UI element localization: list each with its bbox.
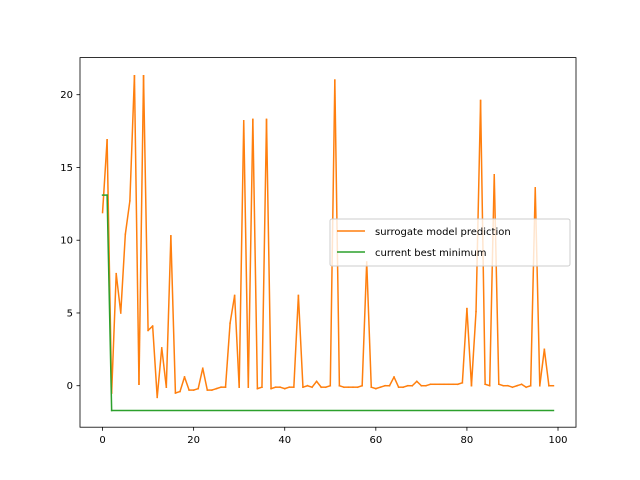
series-0-segment — [229, 294, 236, 325]
legend-box — [329, 218, 571, 267]
series-0-segment — [493, 173, 500, 386]
series-0-segment — [538, 348, 546, 387]
series-0-segment — [101, 139, 108, 214]
series-0-segment — [270, 386, 277, 390]
legend-label-best: current best minimum — [375, 248, 487, 259]
x-tick-label: 40 — [278, 435, 291, 446]
series-0-segment — [156, 347, 163, 399]
series-0-segment — [238, 120, 245, 388]
series-0-segment — [511, 384, 518, 389]
series-0-segment — [210, 387, 218, 392]
series-0-segment — [324, 384, 332, 389]
series-0-segment — [543, 348, 550, 387]
series-1 — [101, 194, 555, 412]
series-0-segment — [233, 294, 240, 388]
series-0-segment — [115, 272, 122, 314]
series-0-segment — [160, 347, 168, 389]
series-0-segment — [293, 294, 300, 388]
series-0-segment — [133, 75, 140, 386]
series-0-segment — [283, 386, 291, 390]
series-0-segment — [165, 235, 172, 388]
series-0-segment — [252, 118, 259, 390]
series-0-segment — [361, 261, 368, 387]
series-0-segment — [129, 75, 136, 202]
legend: surrogate model prediction current best … — [329, 218, 571, 267]
x-tick-label: 100 — [548, 435, 567, 446]
series-0-segment — [265, 118, 272, 390]
x-tick-label: 20 — [187, 435, 200, 446]
series-0-segment — [470, 310, 477, 387]
x-tick-label: 80 — [461, 435, 474, 446]
y-tick-label: 20 — [60, 90, 73, 101]
series-0-segment — [297, 294, 304, 388]
series-0-segment — [365, 261, 373, 388]
x-tick-label: 60 — [369, 435, 382, 446]
series-0-segment — [142, 75, 149, 332]
series-0-segment — [215, 386, 222, 390]
series-0-segment — [424, 383, 432, 387]
series-1-segment — [106, 194, 113, 412]
series-0-segment — [402, 384, 409, 389]
y-tick-label: 10 — [60, 236, 73, 247]
series-0-segment — [461, 307, 468, 384]
series-0-segment — [183, 376, 191, 392]
series-0-segment — [151, 325, 158, 399]
series-0-segment — [525, 384, 532, 389]
series-0-segment — [415, 380, 423, 387]
series-0-segment — [261, 118, 268, 388]
series-0-segment — [311, 380, 318, 389]
series-0-segment — [179, 376, 186, 393]
series-0-segment — [374, 386, 382, 390]
series-0-segment — [388, 375, 396, 387]
axes-frame — [79, 57, 577, 428]
x-tick-label: 0 — [99, 435, 105, 446]
series-0-segment — [138, 75, 145, 386]
legend-label-surrogate: surrogate model prediction — [375, 227, 511, 238]
series-0-segment — [124, 200, 131, 236]
series-0-segment — [201, 367, 209, 391]
series-0-segment — [411, 380, 418, 387]
series-0-segment — [256, 386, 263, 390]
series-0-segment — [475, 99, 482, 313]
series-0-segment — [488, 173, 496, 387]
series-0-segment — [110, 272, 117, 394]
series-0-segment — [393, 376, 400, 389]
y-tick-label: 0 — [67, 381, 73, 392]
y-axis: 0 5 10 15 20 — [60, 90, 80, 392]
series-0-segment — [170, 235, 177, 394]
plot-area — [101, 75, 555, 412]
series-0-segment — [497, 383, 505, 387]
x-axis: 0 20 40 60 80 100 — [99, 427, 568, 446]
series-0-segment — [338, 384, 345, 389]
y-tick-label: 15 — [60, 163, 73, 174]
series-0-segment — [315, 380, 323, 389]
series-0-segment — [466, 307, 473, 387]
series-0-segment — [484, 383, 491, 387]
series-0-segment — [247, 118, 254, 388]
series-0 — [101, 75, 555, 399]
series-0-segment — [197, 367, 204, 390]
series-0-segment — [119, 233, 127, 314]
series-0-segment — [379, 384, 386, 389]
series-0-segment — [147, 325, 154, 332]
series-0-segment — [242, 120, 250, 388]
series-0-segment — [224, 322, 231, 388]
y-tick-label: 5 — [67, 308, 73, 319]
